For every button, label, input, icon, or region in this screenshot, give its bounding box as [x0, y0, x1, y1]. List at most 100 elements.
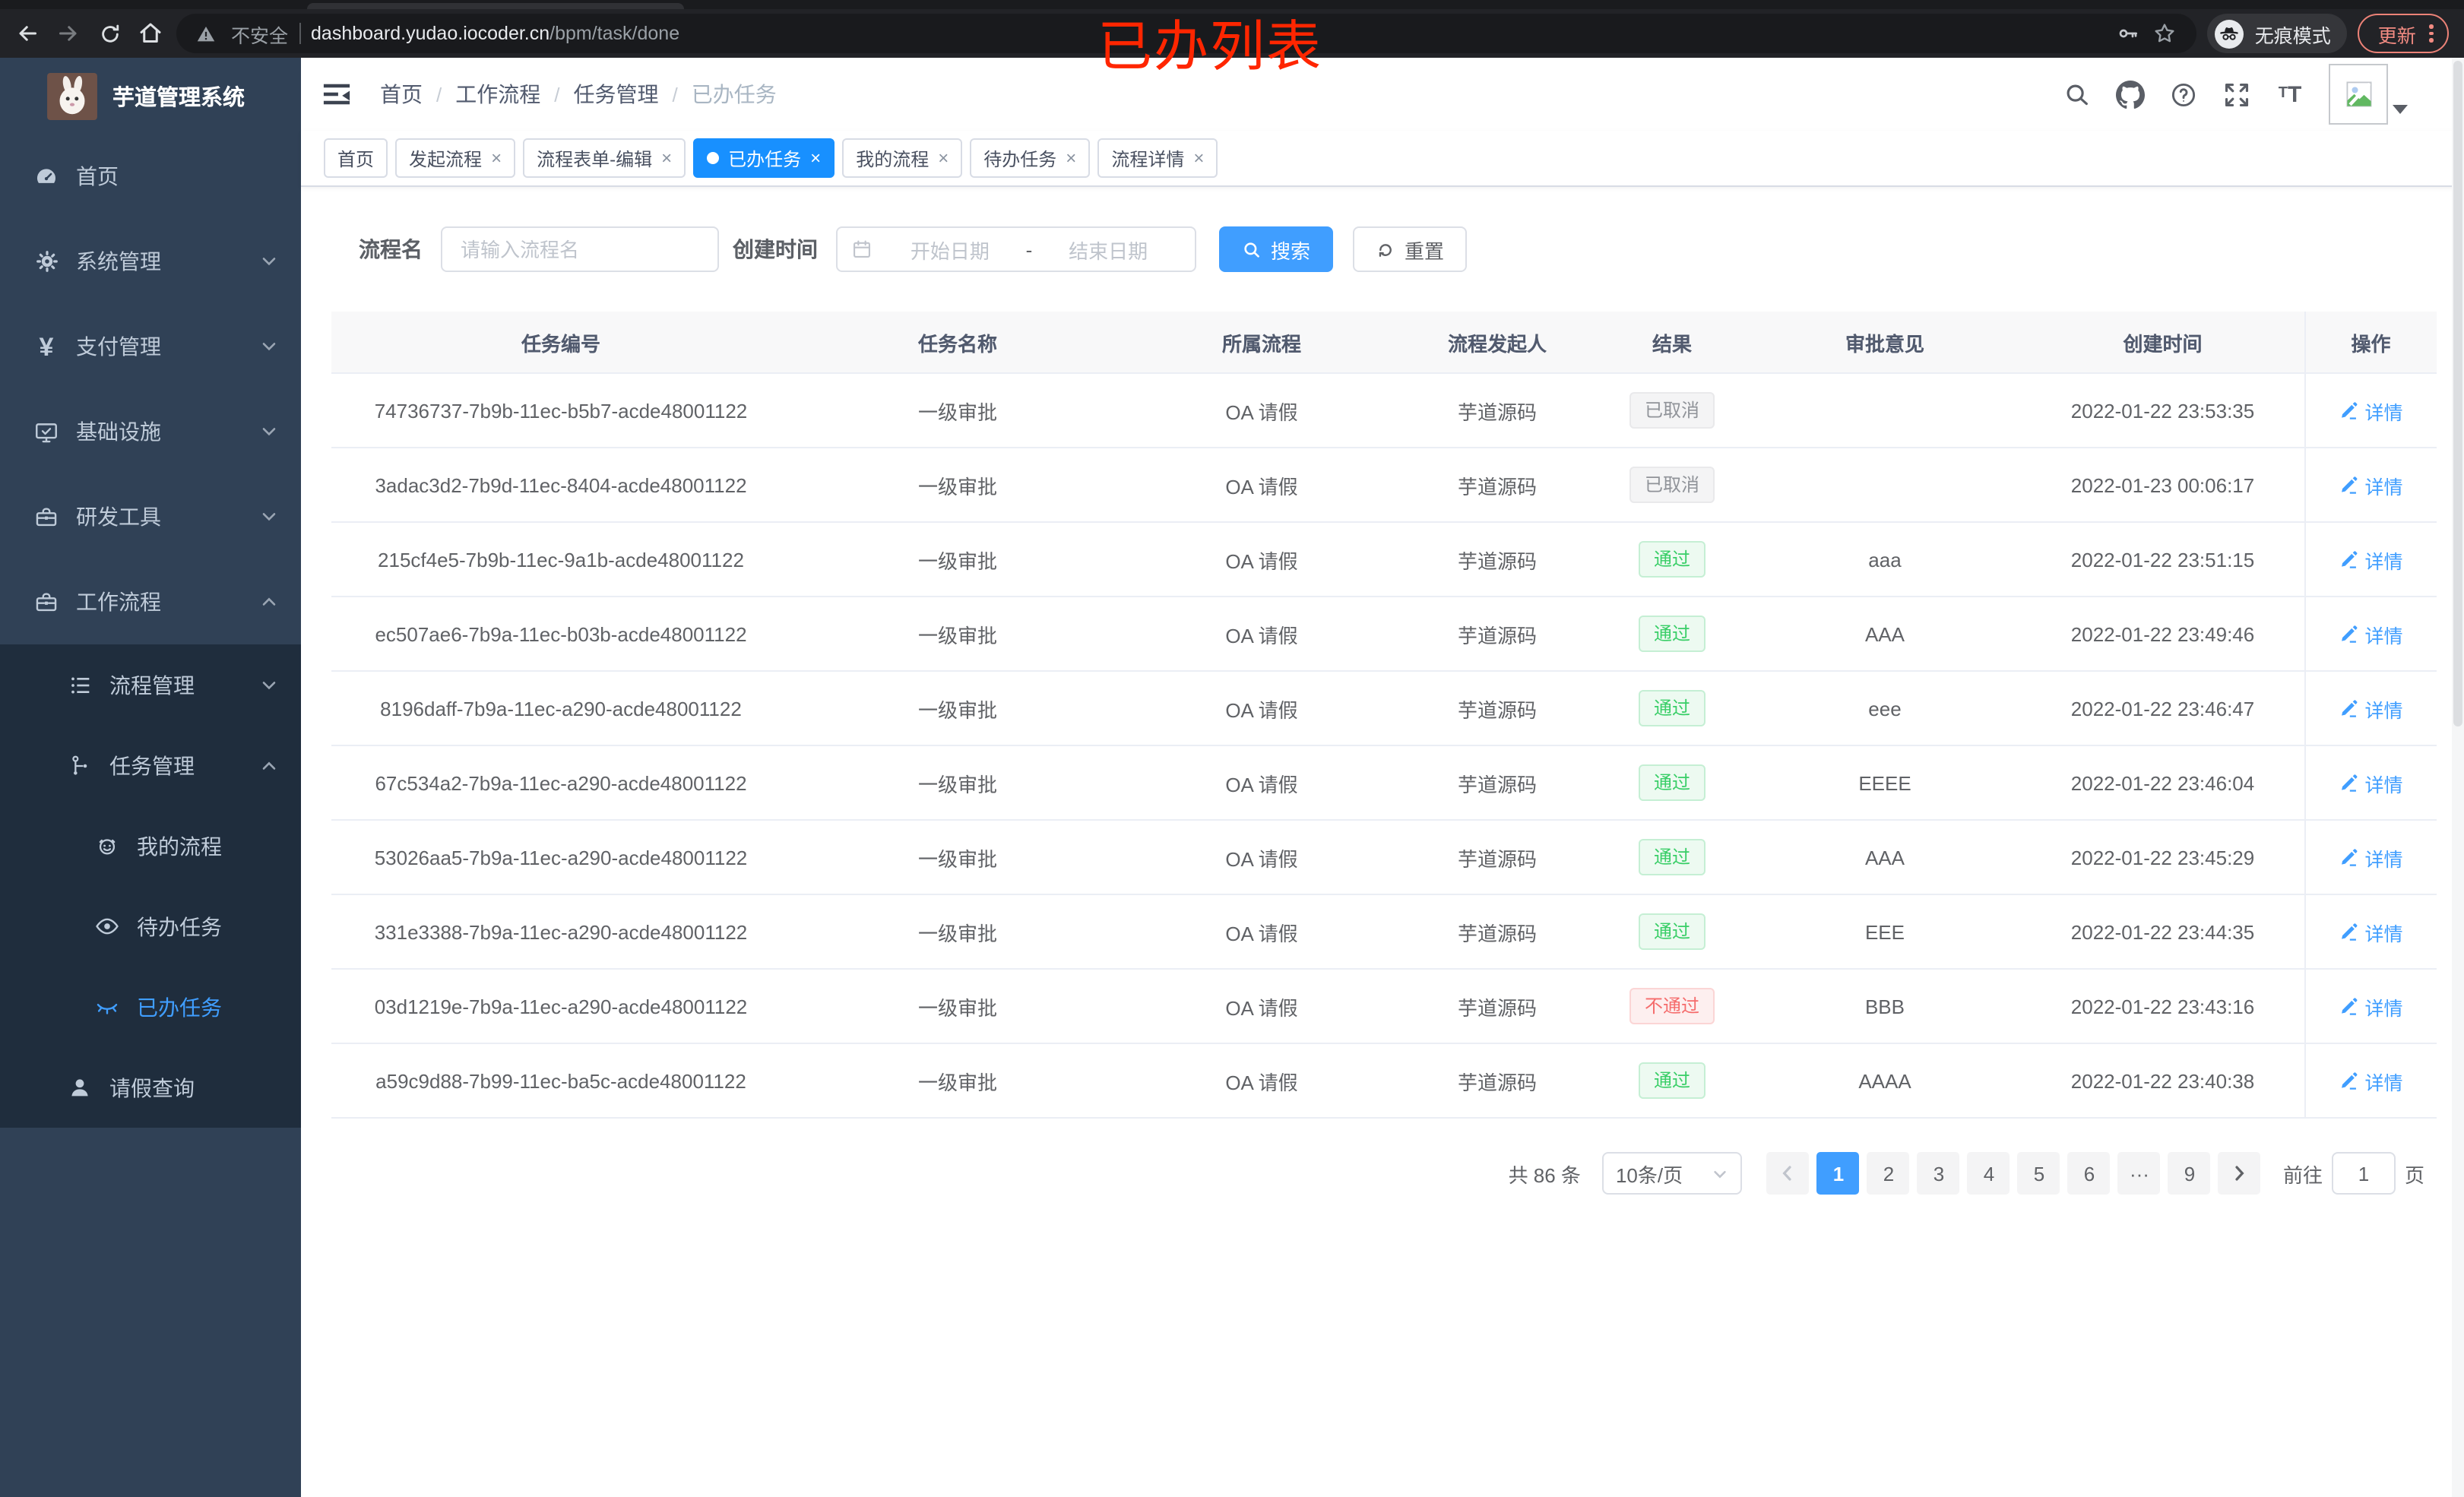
reset-button[interactable]: 重置	[1353, 226, 1468, 272]
cell-process: OA 请假	[1125, 373, 1398, 448]
sidebar-item-workflow[interactable]: 工作流程	[0, 559, 301, 644]
cell-comment: aaa	[1748, 522, 2022, 597]
page-button[interactable]: 3	[1917, 1152, 1960, 1195]
search-button[interactable]: 搜索	[1219, 226, 1334, 272]
detail-link[interactable]: 详情	[2339, 396, 2403, 425]
page-button[interactable]: 1	[1816, 1152, 1860, 1195]
chevron-up-icon	[260, 593, 278, 611]
cell-time: 2022-01-22 23:51:15	[2022, 522, 2304, 597]
page-button[interactable]: 5	[2017, 1152, 2060, 1195]
table-row: 3adac3d2-7b9d-11ec-8404-acde48001122 一级审…	[331, 448, 2437, 523]
detail-link[interactable]: 详情	[2339, 768, 2403, 797]
detail-link[interactable]: 详情	[2339, 992, 2403, 1021]
breadcrumb-workflow[interactable]: 工作流程	[455, 82, 541, 106]
process-name-label: 流程名	[359, 237, 423, 261]
edit-icon	[2339, 400, 2358, 420]
chevron-down-icon[interactable]	[2393, 105, 2408, 114]
cell-result: 不通过	[1596, 969, 1748, 1044]
cell-process: OA 请假	[1125, 894, 1398, 970]
detail-link[interactable]: 详情	[2339, 694, 2403, 723]
scrollbar[interactable]	[2452, 58, 2464, 1497]
detail-link[interactable]: 详情	[2339, 545, 2403, 574]
tab-process-form-edit[interactable]: 流程表单-编辑 ×	[523, 138, 686, 178]
detail-link[interactable]: 详情	[2339, 843, 2403, 872]
github-icon[interactable]	[2116, 80, 2145, 109]
cell-result: 通过	[1596, 1043, 1748, 1119]
breadcrumb-task-mgmt[interactable]: 任务管理	[573, 82, 659, 106]
avatar[interactable]	[2329, 64, 2408, 125]
page-size-select[interactable]: 10条/页	[1601, 1152, 1742, 1195]
breadcrumb: 首页 / 工作流程 / 任务管理 / 已办任务	[380, 79, 777, 109]
tab-process-detail[interactable]: 流程详情 ×	[1097, 138, 1218, 178]
forward-icon[interactable]	[53, 18, 84, 49]
logo-row[interactable]: 芋道管理系统	[0, 58, 301, 134]
detail-link[interactable]: 详情	[2339, 917, 2403, 946]
menu-dots-icon[interactable]	[2429, 24, 2434, 43]
tab-done-tasks[interactable]: 已办任务 ×	[693, 138, 835, 178]
sidebar-item-infrastructure[interactable]: 基础设施	[0, 389, 301, 474]
cell-starter: 芋道源码	[1398, 969, 1596, 1044]
prev-page-button[interactable]	[1766, 1152, 1810, 1195]
sidebar-item-done-tasks[interactable]: 已办任务	[0, 967, 301, 1047]
sidebar-item-payment[interactable]: ¥ 支付管理	[0, 304, 301, 389]
close-icon[interactable]: ×	[810, 147, 822, 169]
reload-icon[interactable]	[94, 18, 125, 49]
page-button[interactable]: 9	[2168, 1152, 2211, 1195]
not-secure-icon	[195, 21, 220, 46]
more-pages-button[interactable]: ···	[2117, 1152, 2161, 1195]
date-range-picker[interactable]: 开始日期 - 结束日期	[836, 226, 1196, 272]
sidebar-item-label: 工作流程	[76, 590, 161, 614]
cell-comment: AAA	[1748, 597, 2022, 672]
bookmark-star-icon[interactable]	[2153, 21, 2179, 46]
back-icon[interactable]	[12, 18, 43, 49]
page-button[interactable]: 4	[1967, 1152, 2010, 1195]
goto-page-input[interactable]	[2331, 1152, 2396, 1195]
tab-start-process[interactable]: 发起流程 ×	[395, 138, 516, 178]
sidebar-item-leave-query[interactable]: 请假查询	[0, 1047, 301, 1128]
cell-actions: 详情	[2304, 820, 2437, 895]
detail-link[interactable]: 详情	[2339, 1066, 2403, 1095]
close-icon[interactable]: ×	[491, 147, 502, 169]
sidebar-item-my-process[interactable]: 我的流程	[0, 805, 301, 886]
cell-process: OA 请假	[1125, 448, 1398, 523]
search-icon[interactable]	[2063, 80, 2092, 109]
detail-link[interactable]: 详情	[2339, 470, 2403, 499]
sidebar-item-process-mgmt[interactable]: 流程管理	[0, 644, 301, 725]
process-name-input[interactable]	[441, 226, 719, 272]
sidebar-item-system[interactable]: 系统管理	[0, 219, 301, 304]
sidebar-item-task-mgmt[interactable]: 任务管理	[0, 725, 301, 805]
close-icon[interactable]: ×	[661, 147, 673, 169]
fullscreen-icon[interactable]	[2222, 80, 2251, 109]
close-icon[interactable]: ×	[1193, 147, 1205, 169]
sidebar-item-home[interactable]: 首页	[0, 134, 301, 219]
goto-label: 前往	[2282, 1163, 2323, 1186]
address-bar[interactable]: 不安全 dashboard.yudao.iocoder.cn/bpm/task/…	[176, 14, 2197, 53]
next-page-button[interactable]	[2218, 1152, 2261, 1195]
chevron-down-icon	[1712, 1165, 1728, 1182]
cell-id: 74736737-7b9b-11ec-b5b7-acde48001122	[331, 373, 790, 448]
close-icon[interactable]: ×	[938, 147, 949, 169]
breadcrumb-home[interactable]: 首页	[380, 82, 423, 106]
sidebar-item-todo-tasks[interactable]: 待办任务	[0, 886, 301, 967]
collapse-sidebar-icon[interactable]	[322, 80, 351, 109]
page-button[interactable]: 2	[1867, 1152, 1910, 1195]
update-button[interactable]: 更新	[2358, 14, 2449, 53]
browser-tab[interactable]	[307, 3, 684, 9]
url-text: dashboard.yudao.iocoder.cn/bpm/task/done	[311, 23, 680, 44]
page-button[interactable]: 6	[2067, 1152, 2111, 1195]
close-icon[interactable]: ×	[1066, 147, 1077, 169]
tab-todo-tasks[interactable]: 待办任务 ×	[970, 138, 1091, 178]
cell-result: 通过	[1596, 745, 1748, 821]
tab-home[interactable]: 首页	[324, 138, 388, 178]
detail-link[interactable]: 详情	[2339, 619, 2403, 648]
key-icon[interactable]	[2117, 21, 2143, 46]
help-icon[interactable]	[2169, 80, 2198, 109]
gear-icon	[33, 248, 59, 274]
scrollbar-thumb[interactable]	[2453, 61, 2462, 726]
home-icon[interactable]	[135, 18, 166, 49]
tab-my-process[interactable]: 我的流程 ×	[842, 138, 963, 178]
cell-actions: 详情	[2304, 894, 2437, 970]
breadcrumb-separator: /	[672, 84, 678, 106]
sidebar-item-dev-tools[interactable]: 研发工具	[0, 474, 301, 559]
